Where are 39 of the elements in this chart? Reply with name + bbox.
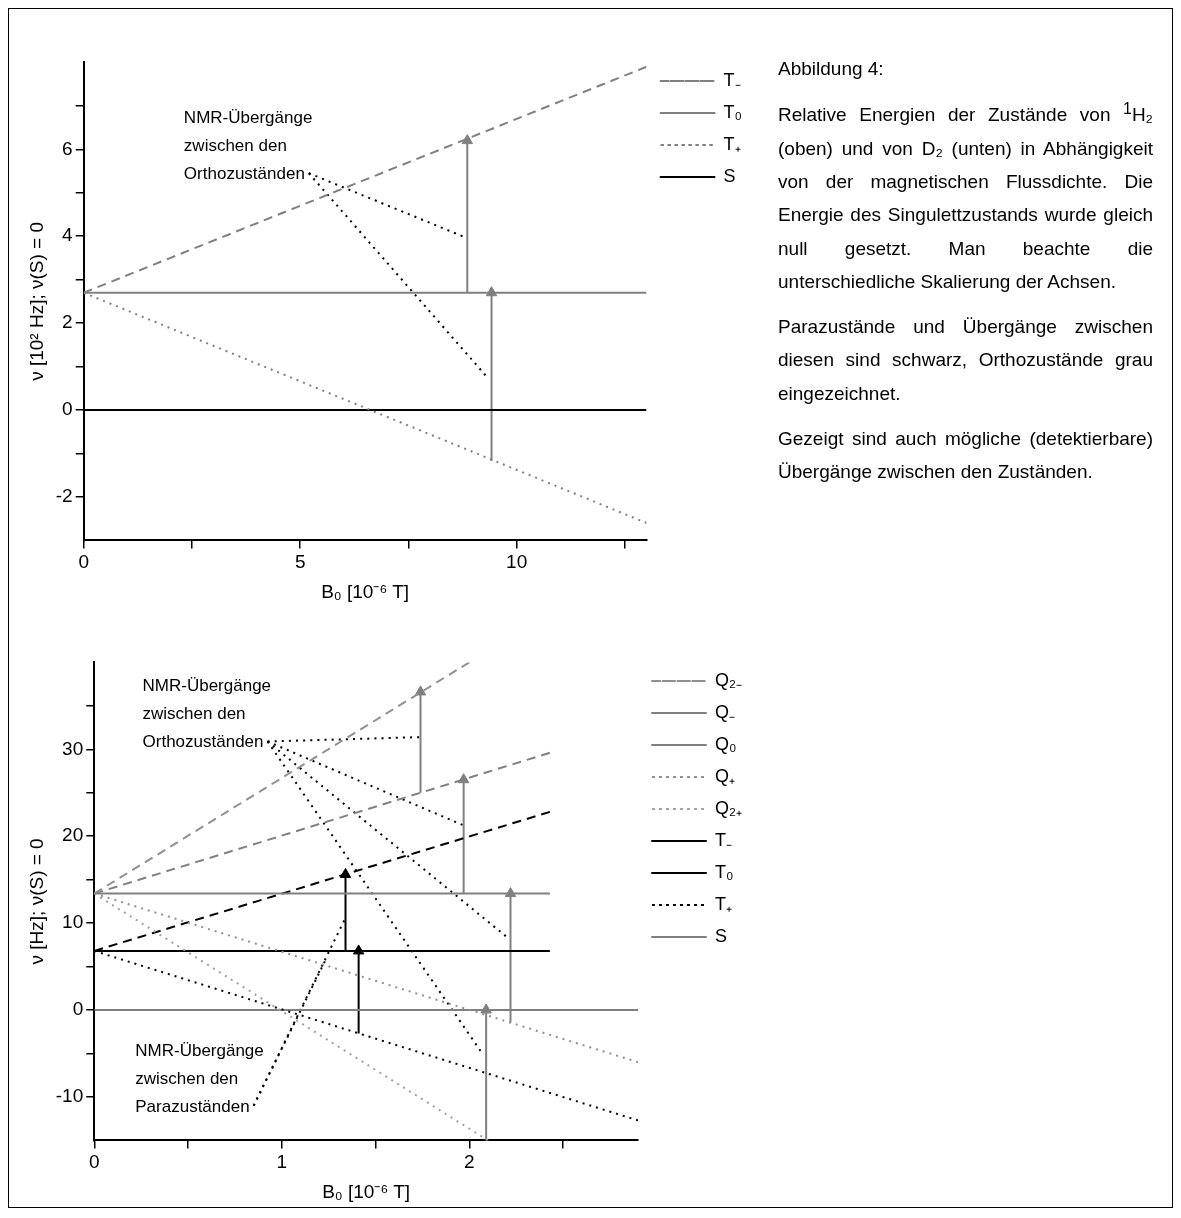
x-tick-label: 2 <box>463 1151 475 1173</box>
x-axis-title: B₀ [10⁻⁶ T] <box>322 1180 411 1202</box>
x-tick-label: 5 <box>294 551 306 573</box>
y-tick-label: 0 <box>72 998 84 1020</box>
legend-label: Q₂₋ <box>715 669 743 690</box>
y-axis-title: ν [Hz]; ν(S) = 0 <box>25 838 47 965</box>
y-tick-label: 30 <box>62 737 84 759</box>
text: Parazustände und Übergänge zwischen diesen sind schwarz, Orthozustände grau eingezeichnet. <box>778 315 1153 406</box>
text: Gezeigt sind auch mögliche (detektierbare) Übergänge zwischen den Zuständen. <box>778 426 1153 485</box>
y-tick-label: 6 <box>62 137 73 159</box>
y-axis-title: ν [10² Hz]; ν(S) = 0 <box>25 221 47 381</box>
legend-label: T₀ <box>723 101 742 122</box>
annotation: NMR-Übergänge zwischen den Orthozuständen <box>142 676 272 752</box>
legend-label: T₀ <box>715 861 734 882</box>
legend-label: T₊ <box>715 893 733 914</box>
legend-label: Q₀ <box>715 733 737 754</box>
legend-label: Q₋ <box>715 701 736 722</box>
y-tick-label: -2 <box>55 485 73 507</box>
annotation: NMR-Übergänge zwischen den Parazuständen <box>135 1040 264 1116</box>
text: Abbildung 4: <box>778 57 885 81</box>
y-tick-label: -10 <box>55 1085 84 1107</box>
x-axis-title: B₀ [10⁻⁶ T] <box>321 580 410 602</box>
legend-label: S <box>715 925 728 946</box>
legend-label: T₋ <box>715 829 733 850</box>
x-tick-label: 0 <box>88 1151 100 1173</box>
y-tick-label: 10 <box>62 911 84 933</box>
legend-label: Q₊ <box>715 765 736 786</box>
x-tick-label: 10 <box>506 551 528 573</box>
legend-label: S <box>723 165 736 186</box>
legend-label: Q₂₊ <box>715 797 743 818</box>
y-tick-label: 2 <box>62 311 73 333</box>
y-tick-label: 4 <box>62 224 74 246</box>
annotation: NMR-Übergänge zwischen den Orthozuständen <box>183 108 313 184</box>
legend-label: T₊ <box>723 133 741 154</box>
y-tick-label: 0 <box>62 398 73 420</box>
legend-label: T₋ <box>723 69 741 90</box>
text: Relative Energien der Zustände von $^{1}$H₂ (oben) und von D₂ (unten) in Abhängigkeit von der magnetischen Flussdichte. Die Energie des Singulettzustands wurde gleich null gesetzt. Man beachte die unterschiedliche Skalierung der Achsen. <box>778 99 1153 294</box>
y-tick-label: 20 <box>62 824 84 846</box>
x-tick-label: 1 <box>276 1151 288 1173</box>
